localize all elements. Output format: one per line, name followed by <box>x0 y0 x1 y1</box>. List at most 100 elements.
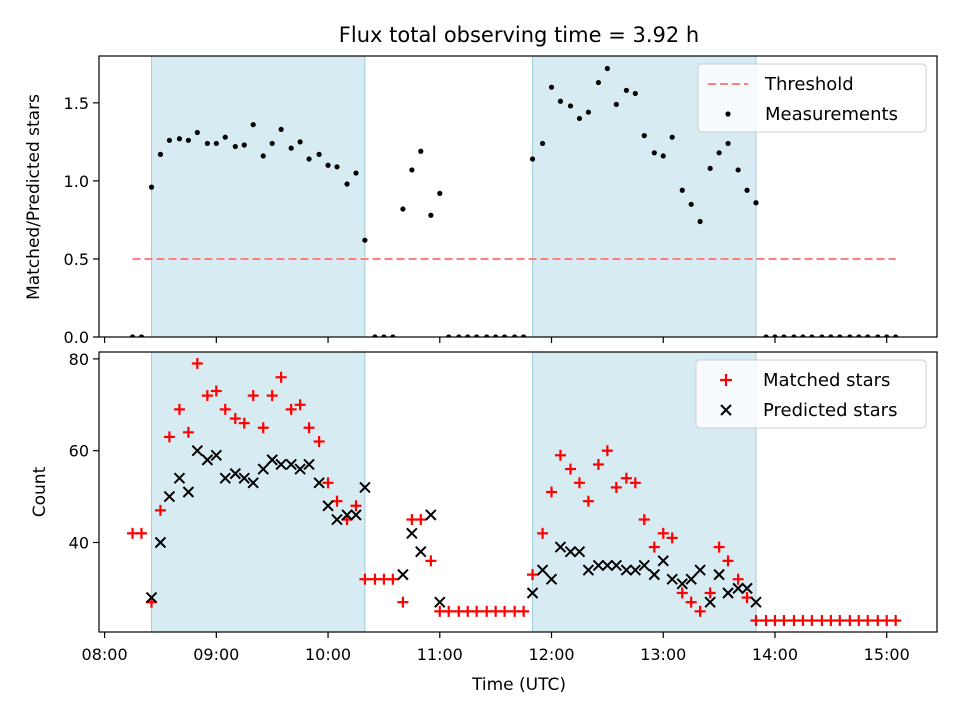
matched-star-point <box>135 527 147 539</box>
measurement-point <box>250 122 256 128</box>
measurement-point <box>204 140 210 147</box>
measurement-point <box>437 190 443 196</box>
x-tick-label: 08:00 <box>82 645 128 664</box>
predicted-star-point <box>322 500 334 512</box>
predicted-star-point <box>275 458 287 471</box>
x-tick-label: 11:00 <box>417 645 463 664</box>
measurement-point <box>623 87 629 93</box>
matched-star-point <box>610 481 622 493</box>
y-tick-label: 0.5 <box>64 250 89 269</box>
matched-star-point <box>657 527 669 539</box>
measurement-point <box>260 153 266 159</box>
matched-star-point <box>425 555 437 567</box>
measurement-point <box>418 148 424 154</box>
measurement-point <box>446 334 452 337</box>
measurement-point <box>381 334 387 337</box>
measurement-point <box>847 334 853 337</box>
matched-star-point <box>732 573 744 585</box>
bottom-points <box>127 357 902 627</box>
predicted-star-point <box>713 568 725 581</box>
predicted-star-point <box>201 454 214 466</box>
x-tick-label: 12:00 <box>528 645 574 664</box>
measurement-point <box>353 170 359 176</box>
measurement-point <box>707 165 713 171</box>
matched-star-point <box>620 472 632 484</box>
matched-star-point <box>238 417 250 429</box>
legend-predicted-marker <box>720 404 732 416</box>
y-tick-label: 1.0 <box>64 172 89 191</box>
predicted-star-point <box>666 573 678 585</box>
measurement-point <box>278 126 284 132</box>
predicted-star-point <box>750 596 762 608</box>
measurement-point <box>520 334 527 337</box>
predicted-star-point <box>191 444 204 457</box>
matched-star-point <box>676 587 688 599</box>
measurement-point <box>344 181 350 187</box>
matched-star-point <box>601 445 613 457</box>
measurement-point <box>595 79 602 86</box>
predicted-star-point <box>620 564 633 576</box>
matched-star-point <box>443 605 455 617</box>
measurement-point <box>772 334 778 337</box>
matched-star-point <box>518 605 530 617</box>
matched-star-point <box>191 357 203 369</box>
x-tick-label: 09:00 <box>193 645 239 664</box>
matched-star-point <box>210 385 222 397</box>
matched-star-point <box>182 426 194 438</box>
matched-star-point <box>415 514 427 526</box>
legend-measurements-label: Measurements <box>765 104 898 125</box>
matched-star-point <box>704 587 716 599</box>
matched-star-point <box>862 615 874 627</box>
predicted-star-point <box>285 458 297 471</box>
predicted-star-point <box>536 564 549 576</box>
legend-measurements-marker <box>725 111 731 117</box>
matched-star-point <box>471 605 483 617</box>
predicted-star-point <box>573 545 586 558</box>
measurement-point <box>334 164 340 170</box>
measurement-point <box>567 103 574 109</box>
matched-star-point <box>778 615 790 627</box>
measurement-point <box>669 134 675 140</box>
predicted-star-point <box>359 481 371 494</box>
measurement-point <box>809 334 815 337</box>
measurement-point <box>185 137 191 143</box>
measurement-point <box>148 184 155 190</box>
matched-star-point <box>694 605 706 617</box>
predicted-star-point <box>219 472 231 484</box>
measurement-point <box>744 187 750 193</box>
matched-star-point <box>173 403 185 415</box>
predicted-star-point <box>341 509 353 521</box>
bottom-axes-frame <box>98 351 938 633</box>
measurement-point <box>474 334 480 337</box>
measurement-point <box>306 156 312 162</box>
matched-star-point <box>350 500 362 512</box>
predicted-star-point <box>415 545 427 558</box>
matched-star-point <box>582 495 594 507</box>
predicted-star-point <box>592 559 605 572</box>
measurement-point <box>763 334 769 337</box>
measurement-point <box>716 150 722 156</box>
measurement-point <box>456 334 462 337</box>
predicted-star-point <box>145 591 158 604</box>
matched-star-point <box>163 431 175 443</box>
predicted-star-point <box>266 454 278 466</box>
bottom-y-axis-label: Count <box>30 466 50 517</box>
measurement-point <box>781 334 787 337</box>
shaded-region <box>151 55 366 338</box>
matched-star-point <box>359 573 371 585</box>
matched-star-point <box>629 477 641 489</box>
predicted-star-point <box>582 564 595 576</box>
predicted-star-point <box>545 573 558 585</box>
measurement-point <box>660 153 666 159</box>
predicted-star-point <box>704 596 716 608</box>
measurement-point <box>604 65 610 72</box>
top-y-ticks: 0.0 0.5 1.0 1.5 <box>64 94 99 347</box>
matched-star-point <box>387 573 399 585</box>
chart-title: Flux total observing time = 3.92 h <box>339 23 699 47</box>
matched-star-point <box>247 390 259 402</box>
matched-star-point <box>573 477 585 489</box>
measurement-point <box>409 167 415 173</box>
top-shaded-regions <box>151 55 757 338</box>
predicted-star-point <box>648 568 661 581</box>
